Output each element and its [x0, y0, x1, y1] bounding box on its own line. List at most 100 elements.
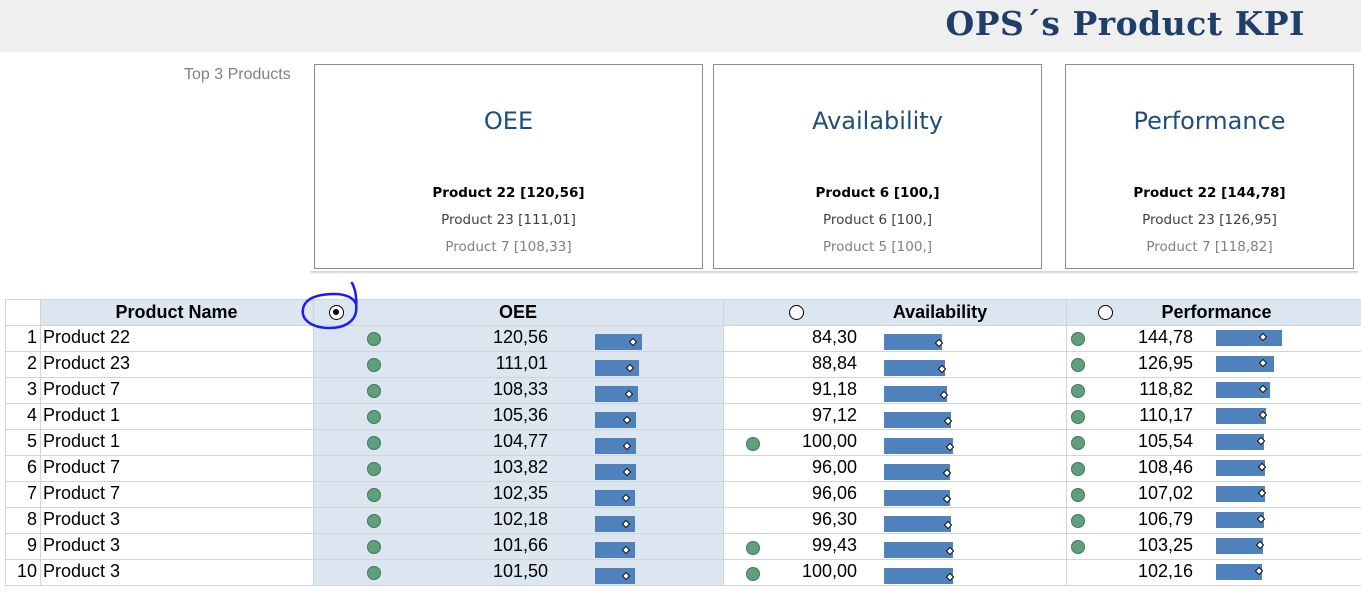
row-gridline: [5, 533, 1361, 534]
card-rank-3: Product 7 [108,33]: [445, 239, 572, 255]
oee-column-bg: [313, 300, 723, 586]
status-dot-icon: [367, 462, 381, 476]
row-number: 6: [26, 457, 37, 477]
col-gridline: [5, 300, 6, 586]
header-availability: Availability: [892, 302, 988, 322]
availability-bar: [884, 438, 953, 454]
performance-bar: [1216, 330, 1282, 346]
oee-value: 104,77: [492, 431, 548, 451]
header-performance: Performance: [1161, 302, 1272, 322]
availability-bar: [884, 568, 953, 584]
status-dot-icon: [1071, 540, 1085, 554]
oee-value: 102,35: [492, 483, 548, 503]
performance-value: 102,16: [1137, 561, 1193, 581]
oee-bar: [595, 334, 642, 350]
oee-value: 101,50: [492, 561, 548, 581]
row-number: 10: [16, 561, 37, 581]
card-rank-1: Product 22 [144,78]: [1133, 185, 1286, 201]
status-dot-icon: [367, 384, 381, 398]
availability-bar: [884, 360, 945, 376]
card-title: Availability: [812, 107, 943, 135]
status-dot-icon: [746, 541, 760, 555]
status-dot-icon: [367, 488, 381, 502]
performance-value: 107,02: [1137, 483, 1193, 503]
status-dot-icon: [746, 437, 760, 451]
row-gridline: [5, 455, 1361, 456]
performance-value: 110,17: [1139, 405, 1193, 425]
status-dot-icon: [746, 567, 760, 581]
status-dot-icon: [1071, 514, 1085, 528]
row-gridline: [5, 299, 1361, 300]
availability-top3-card: Availability Product 6 [100,] Product 6 …: [713, 64, 1042, 269]
card-rank-2: Product 23 [111,01]: [441, 212, 576, 228]
col-gridline: [313, 300, 314, 586]
status-dot-icon: [1071, 488, 1085, 502]
availability-radio-button[interactable]: [789, 305, 804, 320]
performance-value: 118,82: [1139, 379, 1193, 399]
product-name-cell: Product 1: [43, 431, 121, 451]
title-banner: [0, 0, 1361, 52]
header-oee: OEE: [498, 302, 537, 322]
status-dot-icon: [367, 540, 381, 554]
performance-bar: [1216, 486, 1265, 502]
availability-bar: [884, 386, 947, 402]
availability-value: 84,30: [811, 327, 857, 347]
oee-top3-card: OEE Product 22 [120,56] Product 23 [111,…: [314, 64, 703, 269]
row-number: 4: [26, 405, 37, 425]
product-name-cell: Product 23: [43, 353, 131, 373]
row-number: 2: [26, 353, 37, 373]
availability-bar: [884, 516, 951, 532]
product-name-cell: Product 3: [43, 561, 121, 581]
card-title: OEE: [483, 107, 534, 135]
performance-top3-card: Performance Product 22 [144,78] Product …: [1065, 64, 1354, 269]
status-dot-icon: [1071, 436, 1085, 450]
card-rank-3: Product 5 [100,]: [822, 239, 933, 255]
card-rank-1: Product 6 [100,]: [815, 185, 940, 201]
availability-value: 96,00: [811, 457, 857, 477]
status-dot-icon: [367, 410, 381, 424]
row-number: 8: [26, 509, 37, 529]
performance-value: 108,46: [1137, 457, 1193, 477]
row-gridline: [5, 403, 1361, 404]
availability-bar: [884, 412, 951, 428]
oee-value: 120,56: [492, 327, 548, 347]
availability-value: 100,00: [801, 431, 857, 451]
header-product-name: Product Name: [115, 302, 238, 322]
performance-bar: [1216, 538, 1263, 554]
status-dot-icon: [1071, 462, 1085, 476]
oee-value: 108,33: [492, 379, 548, 399]
status-dot-icon: [367, 566, 381, 580]
status-dot-icon: [367, 332, 381, 346]
status-dot-icon: [367, 436, 381, 450]
product-name-cell: Product 1: [43, 405, 121, 425]
performance-radio-button[interactable]: [1098, 305, 1113, 320]
status-dot-icon: [1071, 410, 1085, 424]
status-dot-icon: [367, 514, 381, 528]
row-gridline: [5, 325, 1361, 326]
row-number: 9: [26, 535, 37, 555]
card-rank-2: Product 23 [126,95]: [1142, 212, 1277, 228]
oee-radio-button[interactable]: [329, 305, 344, 320]
availability-value: 100,00: [801, 561, 857, 581]
product-name-cell: Product 7: [43, 457, 121, 477]
page-title: OPS´s Product KPI: [945, 4, 1305, 43]
product-name-cell: Product 22: [43, 327, 131, 347]
col-gridline: [723, 300, 724, 586]
card-rank-1: Product 22 [120,56]: [432, 185, 585, 201]
card-rank-3: Product 7 [118,82]: [1146, 239, 1273, 255]
row-gridline: [5, 559, 1361, 560]
row-gridline: [5, 481, 1361, 482]
oee-value: 102,18: [492, 509, 548, 529]
product-name-cell: Product 7: [43, 483, 121, 503]
col-gridline: [40, 300, 41, 586]
status-dot-icon: [1071, 384, 1085, 398]
availability-bar: [884, 334, 942, 350]
availability-bar: [884, 464, 950, 480]
performance-value: 105,54: [1137, 431, 1193, 451]
product-name-cell: Product 3: [43, 535, 121, 555]
top3-label: Top 3 Products: [184, 66, 291, 83]
oee-value: 111,01: [495, 353, 548, 373]
availability-value: 99,43: [811, 535, 857, 555]
row-gridline: [5, 377, 1361, 378]
row-number: 1: [26, 327, 37, 347]
